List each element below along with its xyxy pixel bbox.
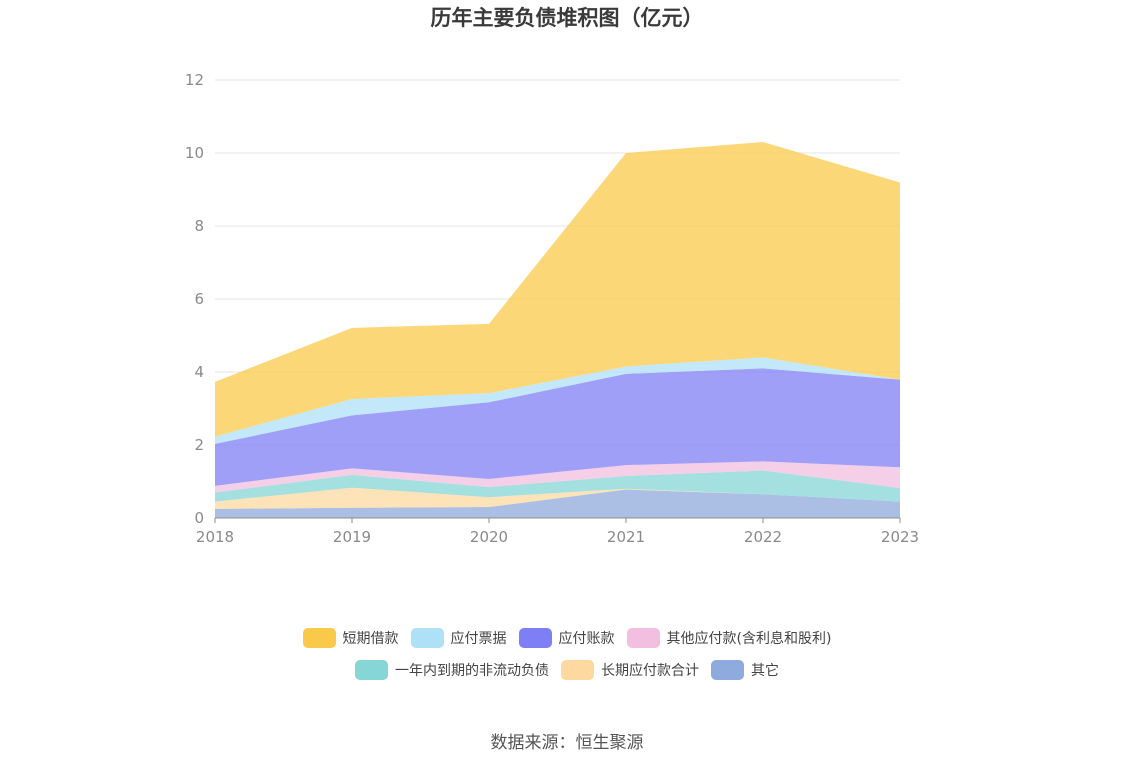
area-series bbox=[215, 489, 900, 518]
x-tick-label: 2020 bbox=[470, 528, 508, 546]
y-tick-label: 0 bbox=[194, 509, 204, 527]
y-tick-label: 2 bbox=[194, 436, 204, 454]
legend-swatch bbox=[711, 660, 744, 680]
legend-swatch bbox=[410, 628, 444, 648]
legend-swatch bbox=[626, 628, 660, 648]
area-series bbox=[215, 470, 900, 502]
chart-legend: 短期借款 应付票据 应付账款 其他应付款(含利息和股利) 一年内到期的非流动负债… bbox=[0, 628, 1134, 692]
legend-label: 应付账款 bbox=[558, 631, 615, 647]
stacked-area-chart: 0 2 4 6 8 10 12 2018 2019 2020 2021 2022 2023 bbox=[185, 71, 919, 546]
y-tick-label: 4 bbox=[194, 363, 204, 381]
legend-item-long-term-payables[interactable]: 长期应付款合计 bbox=[561, 660, 699, 680]
legend-swatch bbox=[302, 628, 336, 648]
area-series bbox=[215, 357, 900, 444]
y-tick-label: 6 bbox=[194, 290, 204, 308]
legend-row-1: 短期借款 应付票据 应付账款 其他应付款(含利息和股利) bbox=[0, 628, 1134, 648]
legend-swatch bbox=[518, 628, 552, 648]
x-tick-label: 2018 bbox=[196, 528, 234, 546]
legend-row-2: 一年内到期的非流动负债 长期应付款合计 其它 bbox=[0, 660, 1134, 680]
legend-label: 短期借款 bbox=[342, 631, 399, 647]
area-series bbox=[215, 487, 900, 509]
chart-title: 历年主要负债堆积图（亿元） bbox=[430, 6, 704, 30]
legend-swatch bbox=[355, 660, 388, 680]
legend-swatch bbox=[561, 660, 594, 680]
legend-label: 一年内到期的非流动负债 bbox=[395, 663, 549, 679]
legend-item-accounts-payable[interactable]: 应付账款 bbox=[518, 628, 615, 648]
x-tick-label: 2021 bbox=[607, 528, 645, 546]
legend-label: 其他应付款(含利息和股利) bbox=[666, 631, 832, 647]
legend-item-other[interactable]: 其它 bbox=[711, 660, 779, 680]
area-series bbox=[215, 461, 900, 493]
legend-label: 其它 bbox=[751, 663, 779, 679]
area-series bbox=[215, 368, 900, 486]
x-tick-label: 2023 bbox=[881, 528, 919, 546]
legend-label: 长期应付款合计 bbox=[601, 663, 699, 679]
data-source: 数据来源：恒生聚源 bbox=[490, 733, 644, 753]
legend-item-notes-payable[interactable]: 应付票据 bbox=[410, 628, 507, 648]
legend-label: 应付票据 bbox=[450, 631, 507, 647]
y-tick-label: 10 bbox=[185, 144, 204, 162]
y-tick-label: 8 bbox=[194, 217, 204, 235]
y-tick-label: 12 bbox=[185, 71, 204, 89]
x-tick-label: 2019 bbox=[333, 528, 371, 546]
legend-item-other-payables[interactable]: 其他应付款(含利息和股利) bbox=[626, 628, 832, 648]
area-series bbox=[215, 142, 900, 437]
x-tick-label: 2022 bbox=[744, 528, 782, 546]
legend-item-short-term-loans[interactable]: 短期借款 bbox=[302, 628, 399, 648]
legend-item-current-noncurrent-liabilities[interactable]: 一年内到期的非流动负债 bbox=[355, 660, 549, 680]
